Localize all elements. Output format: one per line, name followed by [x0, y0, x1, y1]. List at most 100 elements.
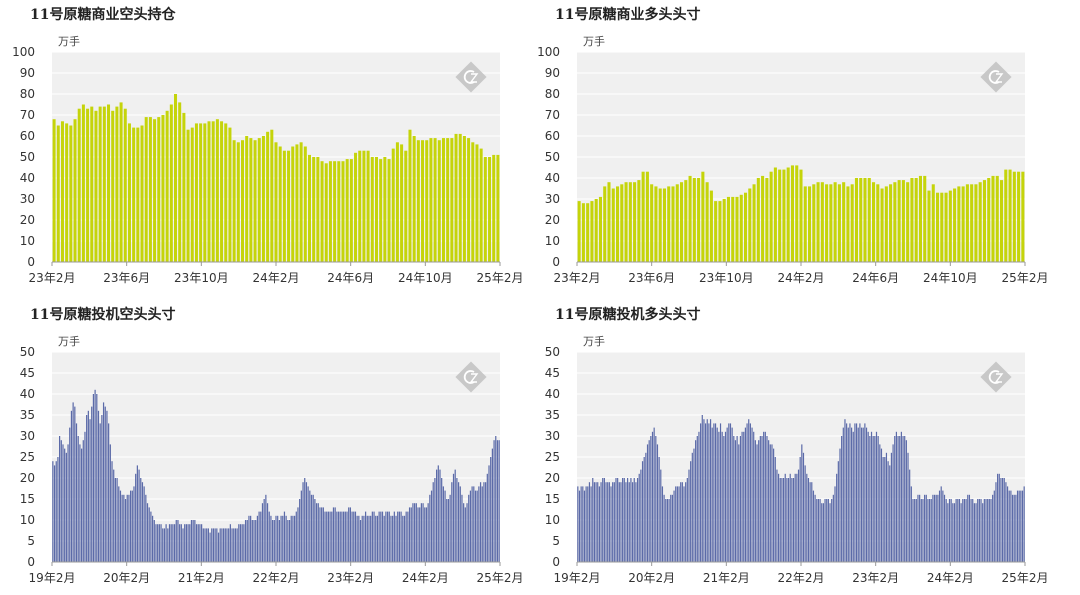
bar	[936, 495, 937, 562]
bar	[937, 495, 938, 562]
bar	[614, 482, 615, 562]
bar	[142, 482, 143, 562]
bar	[79, 444, 80, 562]
bar	[919, 495, 920, 562]
bar	[672, 495, 673, 562]
bar	[999, 474, 1000, 562]
bar	[584, 491, 585, 562]
bar	[634, 478, 635, 562]
bar	[1024, 486, 1025, 562]
bar	[833, 495, 834, 562]
bar	[264, 499, 265, 562]
bar	[465, 507, 466, 562]
y-tick-label: 45	[545, 366, 560, 380]
bar	[849, 423, 850, 562]
bar	[475, 144, 478, 262]
bar	[335, 507, 336, 562]
bar	[956, 499, 957, 562]
bar	[176, 520, 177, 562]
bar	[341, 161, 344, 262]
y-tick-label: 20	[20, 213, 35, 227]
bar	[413, 136, 416, 262]
bar	[250, 516, 251, 562]
bar	[927, 191, 930, 262]
bar	[373, 512, 374, 562]
bar	[673, 491, 674, 562]
bar	[240, 524, 241, 562]
bar	[484, 157, 487, 262]
bar	[406, 512, 407, 562]
bar	[994, 491, 995, 562]
bar	[985, 499, 986, 562]
bar	[96, 394, 97, 562]
bar	[492, 449, 493, 562]
bar	[367, 151, 370, 262]
bar	[127, 495, 128, 562]
chart-canvas: 0102030405060708090100万手23年2月 23年6月 23年10月…	[0, 0, 530, 295]
bar	[718, 432, 719, 562]
bar	[997, 474, 998, 562]
bar	[633, 182, 636, 262]
y-tick-label: 70	[545, 108, 560, 122]
bar	[270, 130, 273, 262]
bar	[923, 176, 926, 262]
bar	[389, 512, 390, 562]
bar	[340, 512, 341, 562]
bar	[995, 482, 996, 562]
bar	[808, 478, 809, 562]
bar	[319, 507, 320, 562]
bar	[873, 436, 874, 562]
bar	[927, 499, 928, 562]
bar	[233, 528, 234, 562]
bar	[970, 184, 973, 262]
bar	[162, 528, 163, 562]
bar	[705, 423, 706, 562]
bar	[945, 193, 948, 262]
bar	[853, 432, 854, 562]
bar	[480, 149, 483, 262]
bar	[798, 470, 799, 562]
bar	[889, 465, 890, 562]
bar	[54, 465, 55, 562]
bar	[299, 499, 300, 562]
bar	[470, 491, 471, 562]
bar	[980, 499, 981, 562]
bar	[932, 495, 933, 562]
bar	[687, 478, 688, 562]
bar	[839, 449, 840, 562]
bar	[604, 478, 605, 562]
bar	[384, 516, 385, 562]
bar	[654, 186, 657, 262]
bar	[911, 486, 912, 562]
bar	[731, 197, 734, 262]
bar	[482, 486, 483, 562]
bar	[67, 444, 68, 562]
bar	[56, 461, 57, 562]
bar	[255, 520, 256, 562]
bar	[78, 109, 81, 262]
bar	[855, 178, 858, 262]
bar	[442, 138, 445, 262]
bar	[1015, 495, 1016, 562]
bar	[693, 178, 696, 262]
bar	[899, 436, 900, 562]
bar	[221, 528, 222, 562]
bar	[302, 482, 303, 562]
y-tick-label: 10	[545, 234, 560, 248]
bar	[842, 182, 845, 262]
bar	[667, 186, 670, 262]
bar	[308, 486, 309, 562]
bar	[632, 482, 633, 562]
bar	[421, 503, 422, 562]
bar	[684, 180, 687, 262]
bar	[106, 411, 107, 562]
bar	[969, 495, 970, 562]
bar	[859, 423, 860, 562]
bar	[931, 499, 932, 562]
bar	[846, 186, 849, 262]
bar	[949, 191, 952, 262]
bar	[578, 201, 581, 262]
bar	[821, 503, 822, 562]
x-tick-label: 24年6月	[327, 271, 374, 285]
bar	[372, 512, 373, 562]
